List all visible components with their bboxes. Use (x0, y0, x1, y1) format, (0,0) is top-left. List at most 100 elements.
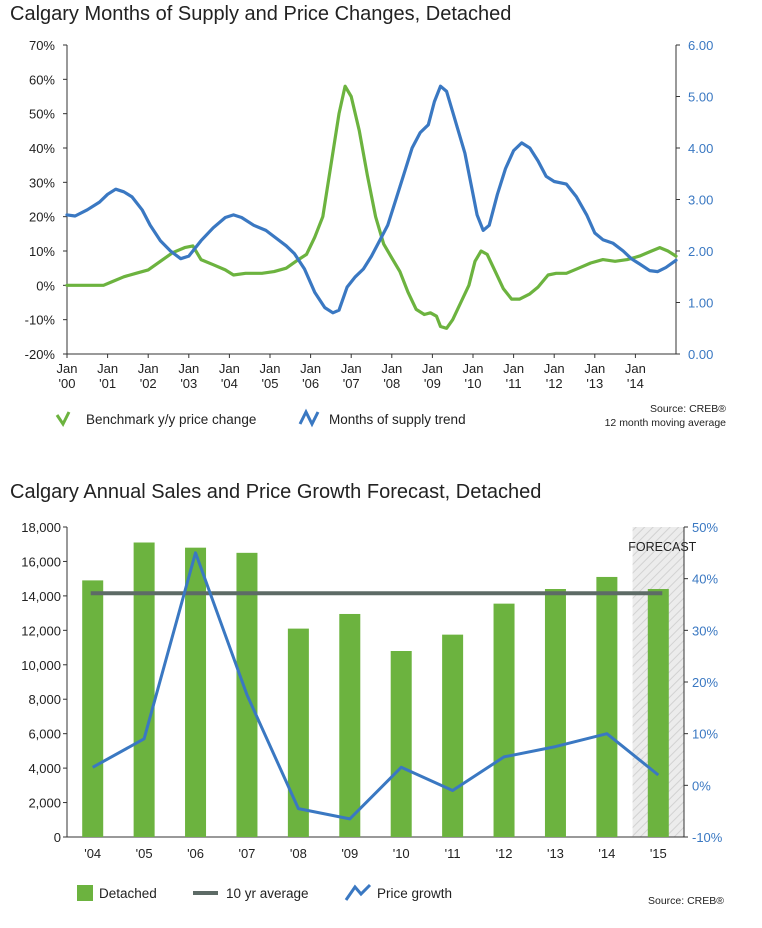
chart1-title: Calgary Months of Supply and Price Chang… (10, 3, 511, 25)
chart1-x-tick-label: Jan (625, 361, 646, 376)
chart2-lines (90, 551, 663, 821)
chart2-left-tick-label: 14,000 (21, 589, 61, 604)
chart1-x-tick-label: '12 (546, 376, 563, 391)
forecast-label: FORECAST (628, 540, 696, 554)
chart1-right-tick-label: 5.00 (688, 90, 713, 105)
chart1-left-tick-label: 40% (29, 141, 55, 156)
chart1-right-tick-label: 6.00 (688, 38, 713, 53)
legend-detached-swatch (77, 885, 93, 901)
chart1-x-tick-label: Jan (544, 361, 565, 376)
chart1-x-tick-label: '01 (99, 376, 116, 391)
chart1-x-tick-label: Jan (463, 361, 484, 376)
chart2-right-tick-label: 40% (692, 572, 718, 587)
chart2-x-tick-label: '14 (598, 846, 615, 861)
legend-months-label: Months of supply trend (329, 412, 466, 427)
chart1-x-tick-label: '07 (343, 376, 360, 391)
chart1-x-tick-label: Jan (341, 361, 362, 376)
chart1-x-tick-label: '11 (506, 376, 522, 391)
detached-sales-bar (390, 651, 412, 837)
chart2-left-tick-label: 0 (54, 830, 61, 845)
chart1-left-tick-label: 20% (29, 210, 55, 225)
chart2-right-tick-label: 10% (692, 727, 718, 742)
chart1-left-tick-label: -20% (25, 347, 56, 362)
price-growth-line (91, 551, 660, 821)
chart1-x-tick-label: '05 (262, 376, 279, 391)
chart1-x-tick-label: Jan (57, 361, 78, 376)
detached-sales-bar (442, 634, 464, 837)
chart1-x-tick-label: '03 (180, 376, 197, 391)
chart1-x-tick-label: Jan (422, 361, 443, 376)
legend-benchmark-label: Benchmark y/y price change (86, 412, 256, 427)
chart2-x-tick-label: '12 (496, 846, 513, 861)
detached-sales-bar (133, 542, 155, 837)
chart2-right-tick-label: -10% (692, 830, 723, 845)
chart1-x-tick-label: Jan (178, 361, 199, 376)
chart1-left-tick-label: 10% (29, 244, 55, 259)
chart2-right-tick-label: 0% (692, 778, 711, 793)
detached-sales-bar (596, 576, 618, 837)
chart1-right-tick-label: 3.00 (688, 193, 713, 208)
chart1-axes: 70% 60% 50% 40% 30% 20% 10% 0% -10% -20% 6.00 5.00 4… (25, 38, 714, 391)
chart2-x-tick-label: '13 (547, 846, 564, 861)
chart2-title: Calgary Annual Sales and Price Growth Fo… (10, 481, 541, 503)
chart1-right-tick-label: 2.00 (688, 244, 713, 259)
source-note: 12 month moving average (605, 417, 727, 429)
chart2-right-tick-label: 20% (692, 675, 718, 690)
chart1-left-tick-label: 70% (29, 38, 55, 53)
detached-sales-bar (287, 628, 309, 837)
chart1-left-tick-label: 30% (29, 175, 55, 190)
chart2-x-tick-label: '06 (187, 846, 204, 861)
legend-growth-label: Price growth (377, 886, 452, 901)
chart1-x-tick-label: Jan (219, 361, 240, 376)
chart1-right-tick-label: 1.00 (688, 296, 713, 311)
chart2-axes: 18,000 16,000 14,000 12,000 10,000 8,000 6,000… (21, 520, 723, 861)
legend-blue-line-icon (298, 408, 320, 428)
chart1-x-tick-label: '02 (140, 376, 157, 391)
chart2-left-tick-label: 18,000 (21, 520, 61, 535)
chart1-x-tick-label: '06 (302, 376, 319, 391)
chart2-x-tick-label: '07 (238, 846, 255, 861)
chart2-x-tick-label: '09 (341, 846, 358, 861)
legend-detached-label: Detached (99, 886, 157, 901)
chart2-right-tick-label: 50% (692, 520, 718, 535)
source-label: Source: CREB® (650, 403, 726, 415)
chart2-left-tick-label: 2,000 (28, 796, 61, 811)
chart2-left-tick-label: 12,000 (21, 623, 61, 638)
chart2-legend: Detached 10 yr average Price growth Sour… (77, 883, 724, 907)
chart2-x-tick-label: '05 (136, 846, 153, 861)
legend-average-label: 10 yr average (226, 886, 309, 901)
chart2-x-tick-label: '10 (393, 846, 410, 861)
chart1-left-tick-label: 0% (36, 278, 55, 293)
chart1-x-tick-label: '00 (59, 376, 76, 391)
chart1-right-tick-label: 4.00 (688, 141, 713, 156)
chart2-right-tick-label: 30% (692, 623, 718, 638)
months-of-supply-line (65, 84, 678, 315)
chart1-x-tick-label: Jan (381, 361, 402, 376)
chart1-x-tick-label: Jan (300, 361, 321, 376)
chart1-series (65, 84, 678, 330)
chart2-x-tick-label: '15 (650, 846, 667, 861)
chart2-left-tick-label: 16,000 (21, 554, 61, 569)
detached-sales-bar (185, 547, 207, 837)
source-label-2: Source: CREB® (648, 895, 724, 907)
chart1-x-tick-label: '14 (627, 376, 644, 391)
chart1-legend: Benchmark y/y price change Months of sup… (55, 403, 727, 429)
chart1-x-tick-label: '09 (424, 376, 441, 391)
chart2-x-tick-label: '08 (290, 846, 307, 861)
chart1-x-tick-label: '10 (465, 376, 482, 391)
chart2-left-tick-label: 10,000 (21, 658, 61, 673)
legend-growth-line-icon (344, 883, 372, 901)
detached-sales-bar (82, 580, 104, 837)
chart1-left-tick-label: 60% (29, 72, 55, 87)
legend-green-line-icon (55, 411, 71, 427)
chart2-x-tick-label: '11 (445, 846, 461, 861)
chart1-x-tick-label: Jan (97, 361, 118, 376)
detached-sales-bar (647, 589, 669, 837)
chart1-x-tick-label: Jan (138, 361, 159, 376)
chart1-x-tick-label: Jan (260, 361, 281, 376)
detached-sales-bar (544, 589, 566, 837)
chart1-left-tick-label: 50% (29, 107, 55, 122)
detached-sales-bar (493, 603, 515, 837)
chart1-right-tick-label: 0.00 (688, 347, 713, 362)
